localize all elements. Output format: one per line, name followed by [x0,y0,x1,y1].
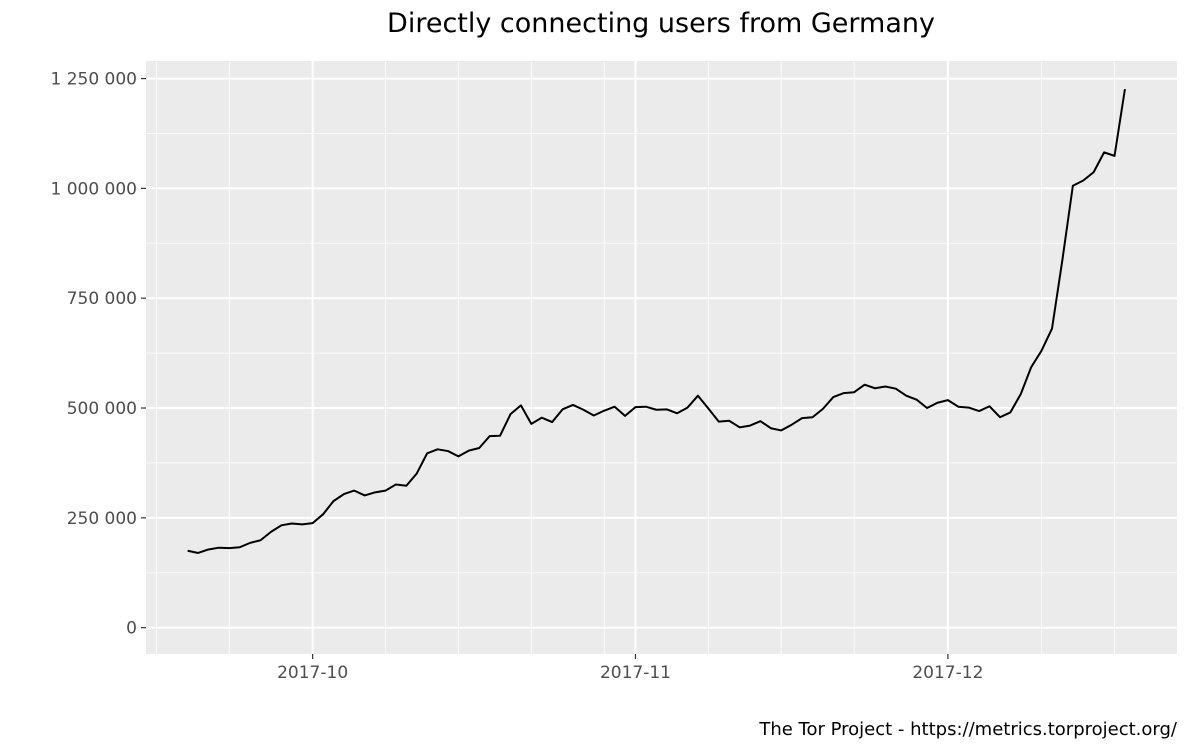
y-axis: 0 250 000 500 000 750 000 1 000 000 1 250 000 [50,70,146,639]
x-tick-label: 2017-10 [277,663,348,683]
y-tick-label: 250 000 [67,509,137,529]
y-tick-label: 1 250 000 [50,70,137,90]
y-tick-label: 1 000 000 [50,179,137,199]
series-line [187,88,1126,554]
y-tick-label: 750 000 [67,289,137,309]
y-tick-label: 0 [126,619,137,639]
x-tick-label: 2017-12 [912,663,983,683]
y-tick-label: 500 000 [67,399,137,419]
series-layer [187,88,1126,554]
chart-title: Directly connecting users from Germany [387,8,935,39]
x-axis: 2017-10 2017-11 2017-12 [277,654,983,683]
x-tick-label: 2017-11 [600,663,671,683]
plot-panel [146,61,1177,654]
chart-caption: The Tor Project - https://metrics.torpro… [758,719,1178,740]
minor-gridlines [146,61,1177,654]
